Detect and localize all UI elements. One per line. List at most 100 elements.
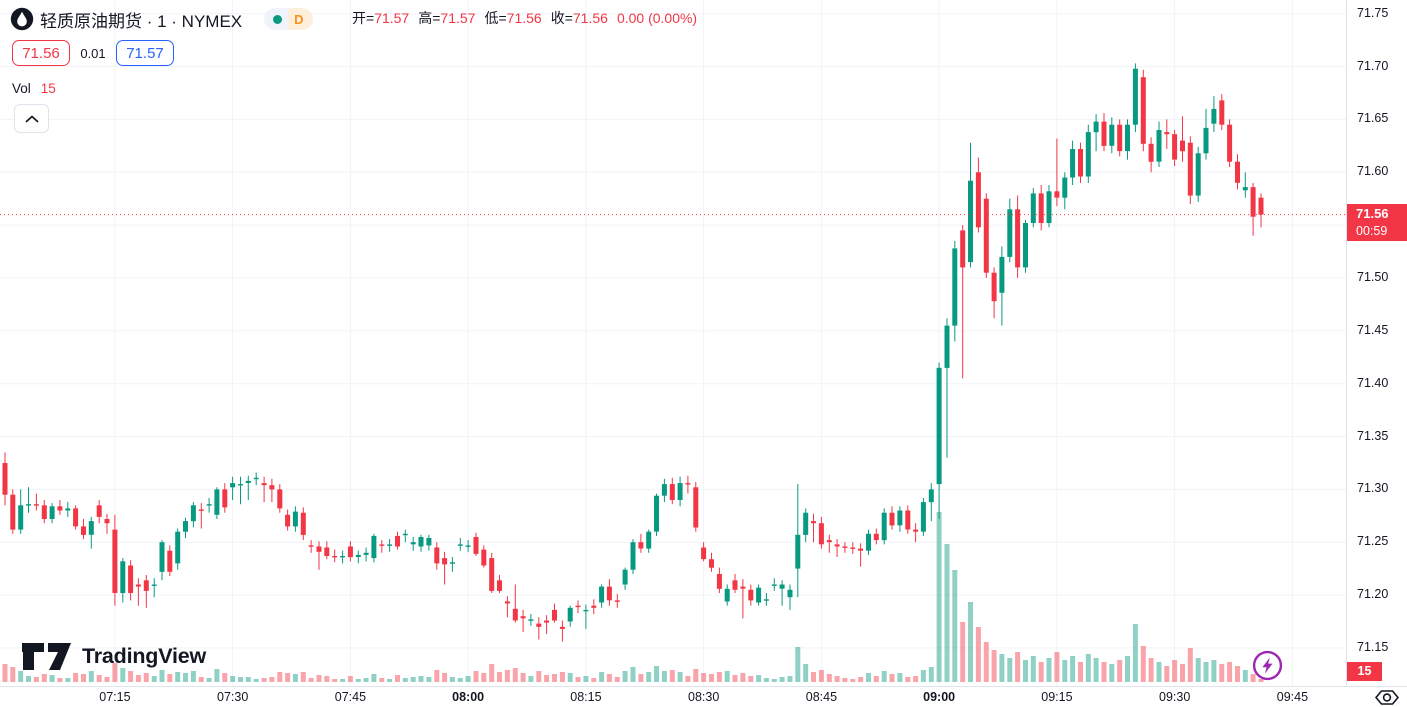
volume-bar: [300, 672, 306, 682]
volume-bar: [850, 679, 856, 682]
candle-body: [395, 535, 400, 547]
volume-bar: [481, 673, 487, 682]
price-axis[interactable]: 71.75 71.70 71.65 71.60 71.50 71.45 71.40 71.35…: [1346, 0, 1407, 686]
volume-bar: [1070, 656, 1076, 682]
candle-body: [1250, 187, 1256, 217]
candle-body: [520, 616, 526, 619]
volume-bar: [10, 667, 16, 682]
current-price-badge: 71.56 00:59: [1347, 203, 1407, 241]
price-axis-label: 71.30: [1357, 481, 1389, 496]
volume-indicator-row: Vol 15: [12, 79, 56, 97]
volume-bar: [1078, 662, 1083, 682]
candle-body: [803, 512, 809, 535]
volume-bar: [552, 674, 557, 682]
volume-bar: [261, 678, 267, 682]
volume-bar: [340, 679, 346, 682]
volume-bar: [1046, 658, 1052, 682]
candle-body: [693, 487, 699, 528]
candle-body: [167, 550, 173, 572]
time-axis-label: 09:30: [1159, 690, 1191, 704]
candle-body: [818, 523, 824, 545]
candle-body: [732, 580, 738, 590]
interval-segment: D: [288, 8, 313, 30]
candle-body: [795, 534, 801, 569]
quick-trade-button[interactable]: [1252, 650, 1283, 681]
candle-body: [324, 547, 330, 556]
candle-body: [261, 483, 267, 486]
candle-body: [410, 542, 416, 545]
candle-body: [811, 521, 816, 524]
volume-bar: [434, 670, 440, 682]
pane-settings-button[interactable]: [1374, 689, 1400, 706]
volume-bar: [49, 675, 55, 682]
volume-bar: [520, 673, 526, 682]
change-value: 0.00 (0.00%): [616, 10, 698, 26]
volume-bar: [379, 678, 385, 682]
candle-body: [606, 586, 612, 601]
volume-bar: [536, 671, 542, 682]
candle-body: [528, 619, 534, 621]
sell-bid-button[interactable]: 71.56: [12, 40, 70, 66]
volume-bar: [763, 678, 769, 682]
buy-ask-button[interactable]: 71.57: [116, 40, 174, 66]
interval-label: D: [294, 11, 304, 27]
candle-body: [269, 485, 275, 490]
volume-bar: [308, 678, 314, 682]
candle-body: [128, 565, 134, 593]
volume-bar: [638, 674, 644, 682]
volume-bar: [1148, 658, 1154, 682]
tradingview-logo-text: TradingView: [82, 644, 207, 668]
chart-pane[interactable]: [0, 0, 1350, 686]
price-axis-label: 71.65: [1357, 111, 1389, 126]
candle-body: [669, 484, 675, 500]
volume-bar: [473, 671, 479, 682]
candle-body: [434, 547, 440, 564]
candle-body: [968, 180, 973, 263]
volume-bar: [1007, 658, 1013, 682]
candle-body: [1030, 193, 1036, 223]
time-axis-label: 09:15: [1041, 690, 1073, 704]
volume-bar: [292, 674, 298, 682]
candle-body: [756, 587, 762, 603]
time-axis-label: 07:45: [334, 690, 367, 704]
interval-pill[interactable]: D: [264, 8, 313, 30]
volume-bar: [387, 679, 393, 682]
time-axis-label: 08:45: [805, 690, 838, 704]
candle-body: [1195, 153, 1201, 196]
volume-bar: [190, 671, 196, 682]
volume-bar: [1132, 624, 1138, 682]
candle-body: [1062, 177, 1068, 198]
candle-body: [983, 198, 989, 273]
candle-body: [638, 542, 644, 549]
candle-body: [763, 599, 769, 601]
volume-bar: [575, 677, 581, 682]
candle-body: [426, 538, 432, 546]
candle-body: [104, 519, 110, 524]
candle-body: [889, 512, 895, 526]
candle-body: [489, 558, 495, 591]
time-axis-label: 08:30: [688, 690, 720, 704]
symbol-title[interactable]: 轻质原油期货 · 1 · NYMEX: [40, 11, 243, 31]
candle-body: [1211, 108, 1217, 124]
time-axis-label: 07:15: [99, 690, 131, 704]
volume-bar: [811, 672, 816, 682]
tradingview-logo[interactable]: TradingView: [22, 643, 206, 670]
spread-value: 0.01: [80, 45, 106, 61]
volume-bar: [112, 663, 118, 682]
candle-body: [316, 546, 322, 552]
low-label: 低=: [484, 10, 507, 26]
volume-bar: [685, 676, 691, 682]
volume-bar: [771, 679, 777, 682]
candle-body: [1007, 209, 1013, 257]
volume-bar: [1203, 662, 1209, 682]
volume-bar: [669, 670, 675, 682]
time-axis[interactable]: 07:15 07:30 07:45 08:00 08:15 08:30 08:45 09:00…: [0, 686, 1407, 707]
quote-row: 71.56 0.01 71.57: [12, 40, 174, 66]
volume-bar: [135, 675, 141, 682]
volume-bar: [528, 676, 534, 682]
candle-body: [614, 600, 620, 602]
candle-body: [952, 248, 958, 326]
candle-body: [1258, 197, 1264, 215]
volume-bar: [1227, 662, 1233, 682]
collapse-panel-button[interactable]: [14, 104, 49, 133]
